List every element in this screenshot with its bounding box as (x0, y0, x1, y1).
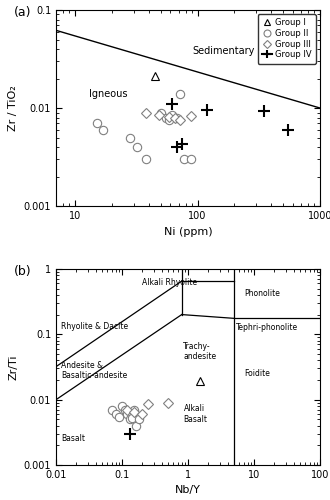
Text: Trachy-
andesite: Trachy- andesite (183, 342, 216, 361)
Text: Tephri-phonolite: Tephri-phonolite (236, 324, 298, 332)
Text: Foidite: Foidite (244, 369, 270, 378)
Text: Alkali
Basalt: Alkali Basalt (183, 404, 208, 424)
Text: (a): (a) (14, 6, 31, 19)
X-axis label: Ni (ppm): Ni (ppm) (164, 226, 213, 236)
Text: Basalt: Basalt (61, 434, 85, 444)
Text: Andesite &
Basaltic-andesite: Andesite & Basaltic-andesite (61, 360, 128, 380)
Text: (b): (b) (14, 265, 31, 278)
Text: Alkali Rhyolite: Alkali Rhyolite (142, 278, 197, 287)
X-axis label: Nb/Y: Nb/Y (175, 486, 201, 496)
Legend: Group I, Group II, Group III, Group IV: Group I, Group II, Group III, Group IV (258, 14, 316, 64)
Text: Igneous: Igneous (89, 89, 127, 99)
Text: Rhyolite & Dacite: Rhyolite & Dacite (61, 322, 128, 332)
Y-axis label: Zr/Ti: Zr/Ti (8, 354, 18, 380)
Text: Sedimentary: Sedimentary (192, 46, 254, 56)
Text: Phonolite: Phonolite (244, 289, 280, 298)
Y-axis label: Zr / TiO₂: Zr / TiO₂ (8, 85, 18, 131)
